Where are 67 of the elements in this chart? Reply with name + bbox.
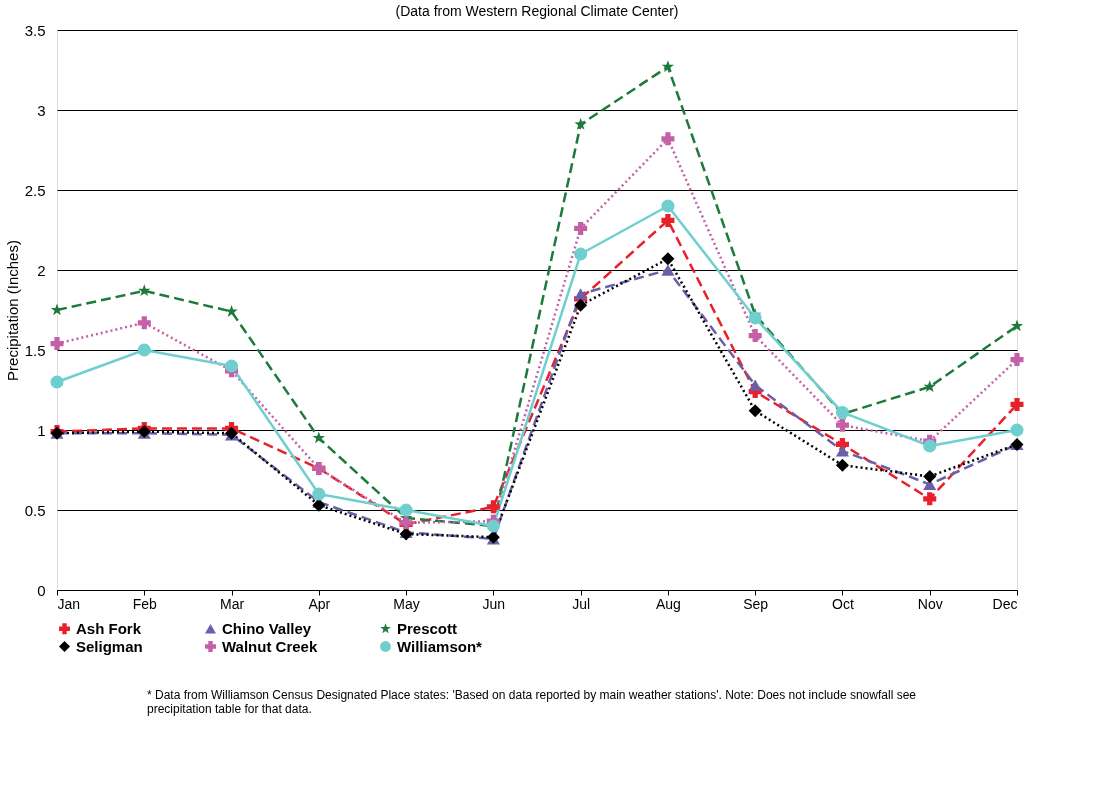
point — [137, 316, 151, 330]
point — [923, 439, 937, 453]
legend-label: Williamson* — [397, 637, 483, 655]
x-tick-label: Feb — [132, 595, 158, 612]
point — [661, 199, 675, 213]
text: * Data from Williamson Census Designated Place states: 'Based on data reported by main weather stations'. Note: Does not include snowfall see precipitation table for that data. — [147, 688, 917, 716]
legend-label: Chino Valley — [222, 619, 312, 637]
point — [1010, 319, 1024, 332]
point — [574, 288, 588, 300]
point — [50, 375, 64, 389]
point — [312, 487, 326, 501]
point — [923, 469, 937, 483]
point — [748, 379, 762, 391]
y-tick-label: 3.5 — [24, 21, 46, 39]
legend-label: Ash Fork — [76, 619, 142, 637]
legend-label: Prescott — [397, 619, 458, 637]
point — [923, 380, 936, 393]
point — [137, 343, 151, 357]
point — [661, 132, 675, 146]
point — [661, 252, 675, 266]
x-tick-label: Jan — [57, 595, 81, 612]
point — [923, 492, 937, 506]
point — [574, 298, 588, 312]
point — [835, 418, 849, 432]
y-axis-title: Precipitation (Inches) — [3, 240, 21, 381]
point — [661, 264, 675, 276]
point — [1010, 353, 1024, 367]
x-tick-label: Sep — [743, 595, 769, 612]
point — [574, 221, 588, 235]
y-tick-label: 2.5 — [24, 181, 46, 199]
point — [574, 247, 588, 261]
x-tick-label: Aug — [655, 595, 681, 612]
x-tick-label: Nov — [917, 595, 943, 612]
point — [661, 213, 675, 227]
x-tick-label: Mar — [219, 595, 245, 612]
chart-title: (Data from Western Regional Climate Center) — [395, 3, 679, 19]
x-tick-label: Jun — [482, 595, 506, 612]
legend-label: Seligman — [76, 637, 143, 655]
y-tick-label: 0.5 — [24, 501, 46, 519]
point — [661, 60, 675, 73]
point — [50, 337, 64, 351]
y-tick-label: 1.5 — [24, 341, 46, 359]
point — [748, 311, 762, 325]
point — [574, 117, 587, 130]
point — [225, 305, 238, 317]
y-tick-label: 0 — [37, 581, 46, 599]
x-tick-label: Oct — [832, 595, 854, 612]
y-tick-label: 2 — [37, 261, 46, 279]
point — [748, 329, 762, 343]
x-tick-label: Dec — [992, 595, 1018, 612]
point — [312, 431, 326, 444]
point — [835, 445, 849, 457]
point — [1010, 423, 1024, 437]
point — [748, 404, 762, 418]
point — [225, 359, 239, 373]
x-tick-label: Jul — [572, 595, 591, 612]
x-tick-label: May — [393, 595, 420, 612]
point — [486, 500, 500, 514]
point — [138, 284, 151, 297]
point — [1010, 397, 1024, 411]
y-tick-label: 1 — [37, 421, 46, 439]
point — [312, 498, 326, 512]
y-tick-label: 3 — [37, 101, 46, 119]
point — [399, 503, 413, 517]
legend-label: Walnut Creek — [222, 637, 318, 655]
x-tick-label: Apr — [308, 595, 331, 612]
point — [835, 458, 849, 472]
